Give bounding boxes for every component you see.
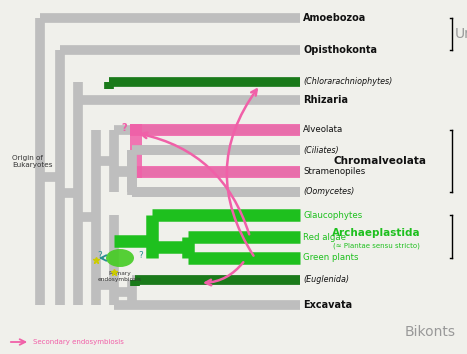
Text: Stramenopiles: Stramenopiles	[303, 167, 365, 177]
Ellipse shape	[106, 249, 134, 267]
Text: (Oomycetes): (Oomycetes)	[303, 188, 354, 196]
Text: Rhizaria: Rhizaria	[303, 95, 348, 105]
Bar	[130, 124, 300, 136]
Text: Primary
endosymbiosis: Primary endosymbiosis	[98, 271, 142, 282]
Text: Opisthokonta: Opisthokonta	[303, 45, 377, 55]
Text: Alveolata: Alveolata	[303, 126, 343, 135]
Text: Unikonts: Unikonts	[455, 27, 467, 41]
Text: (≈ Plantae sensu stricto): (≈ Plantae sensu stricto)	[333, 242, 419, 249]
Text: ?: ?	[98, 251, 102, 259]
Text: (Chlorarachniophytes): (Chlorarachniophytes)	[303, 78, 392, 86]
Text: Bikonts: Bikonts	[404, 325, 455, 339]
Text: ?: ?	[121, 123, 127, 133]
Text: Amoebozoa: Amoebozoa	[303, 13, 366, 23]
Text: (Euglenida): (Euglenida)	[303, 275, 349, 285]
Text: Origin of
Eukaryotes: Origin of Eukaryotes	[12, 155, 52, 168]
Text: Secondary endosymbiosis: Secondary endosymbiosis	[33, 339, 124, 345]
Text: Green plants: Green plants	[303, 253, 359, 263]
Text: Red algae: Red algae	[303, 233, 346, 241]
Bar	[130, 166, 300, 178]
Text: Excavata: Excavata	[303, 300, 352, 310]
Text: Glaucophytes: Glaucophytes	[303, 211, 362, 219]
Text: Chromalveolata: Chromalveolata	[333, 156, 426, 166]
Text: ?: ?	[139, 251, 143, 259]
Text: (Ciliates): (Ciliates)	[303, 145, 339, 154]
Text: Archaeplastida: Archaeplastida	[332, 228, 420, 238]
Bar	[130, 124, 142, 178]
